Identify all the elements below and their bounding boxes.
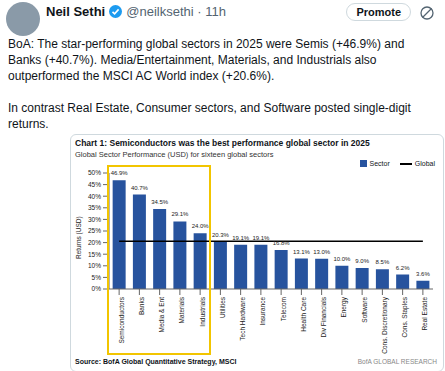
svg-text:50%: 50% xyxy=(88,169,101,176)
svg-text:Banks: Banks xyxy=(138,296,145,315)
svg-text:Materials: Materials xyxy=(178,296,185,323)
svg-text:Software: Software xyxy=(361,297,368,323)
svg-text:8.5%: 8.5% xyxy=(376,259,390,265)
svg-text:30%: 30% xyxy=(88,216,101,223)
svg-text:19.1%: 19.1% xyxy=(252,235,270,241)
html-text:Sector: Sector xyxy=(369,160,390,167)
svg-text:Media & Ent: Media & Ent xyxy=(158,297,165,333)
html-text:Global: Global xyxy=(414,160,435,167)
html-text:Global Sector Performance (USD: Global Sector Performance (USD) for sixt… xyxy=(75,150,274,159)
svg-text:Health Care: Health Care xyxy=(300,297,307,332)
svg-text:13.1%: 13.1% xyxy=(293,249,311,255)
svg-text:Semiconductors: Semiconductors xyxy=(118,296,125,343)
html-text:In contrast Real Estate, Consu: In contrast Real Estate, Consumer sector… xyxy=(8,101,411,131)
html-text:BoA: The star-performing globa: BoA: The star-performing global sectors … xyxy=(8,37,405,83)
svg-text:Utilities: Utilities xyxy=(219,296,226,318)
svg-text:9.0%: 9.0% xyxy=(355,258,369,264)
svg-text:34.5%: 34.5% xyxy=(151,199,169,205)
svg-text:Insurance: Insurance xyxy=(259,297,266,326)
svg-text:19.1%: 19.1% xyxy=(232,235,250,241)
svg-text:10%: 10% xyxy=(88,262,101,269)
svg-text:Real Estate: Real Estate xyxy=(421,297,428,331)
svg-text:13.0%: 13.0% xyxy=(313,249,331,255)
svg-text:20%: 20% xyxy=(88,239,101,246)
svg-text:Industrials: Industrials xyxy=(199,296,206,326)
svg-text:Cons. Staples: Cons. Staples xyxy=(401,296,409,337)
html-text:@neilksethi · 11h: @neilksethi · 11h xyxy=(126,4,226,19)
svg-text:46.9%: 46.9% xyxy=(111,170,129,176)
svg-text:Tech Hardware: Tech Hardware xyxy=(239,297,246,341)
svg-text:10.0%: 10.0% xyxy=(333,256,351,262)
svg-text:0%: 0% xyxy=(92,285,102,292)
svg-text:Telecom: Telecom xyxy=(280,297,287,321)
svg-text:24.0%: 24.0% xyxy=(192,223,210,229)
svg-text:20.3%: 20.3% xyxy=(212,232,230,238)
svg-text:45%: 45% xyxy=(88,181,101,188)
svg-text:Cons. Discretionary: Cons. Discretionary xyxy=(381,296,389,353)
svg-text:35%: 35% xyxy=(88,204,101,211)
svg-text:16.8%: 16.8% xyxy=(273,240,291,246)
svg-text:15%: 15% xyxy=(88,251,101,258)
svg-text:5%: 5% xyxy=(92,274,102,281)
svg-text:40.7%: 40.7% xyxy=(131,185,149,191)
html-text:Source: BofA Global Quantitati: Source: BofA Global Quantitative Strateg… xyxy=(75,358,237,365)
svg-text:25%: 25% xyxy=(88,227,101,234)
html-text:Neil Sethi: Neil Sethi xyxy=(46,4,106,19)
html-text:Promote: Promote xyxy=(356,6,401,18)
svg-text:29.1%: 29.1% xyxy=(171,211,189,217)
svg-text:Div Financials: Div Financials xyxy=(320,296,327,337)
svg-text:6.2%: 6.2% xyxy=(396,265,410,271)
html-text:BofA GLOBAL RESEARCH: BofA GLOBAL RESEARCH xyxy=(357,358,437,365)
html-text:Chart 1: Semiconductors was th: Chart 1: Semiconductors was the best per… xyxy=(75,138,370,148)
svg-text:40%: 40% xyxy=(88,193,101,200)
svg-text:Energy: Energy xyxy=(340,296,348,317)
svg-text:3.6%: 3.6% xyxy=(416,271,430,277)
svg-text:Returns (USD): Returns (USD) xyxy=(75,216,83,259)
